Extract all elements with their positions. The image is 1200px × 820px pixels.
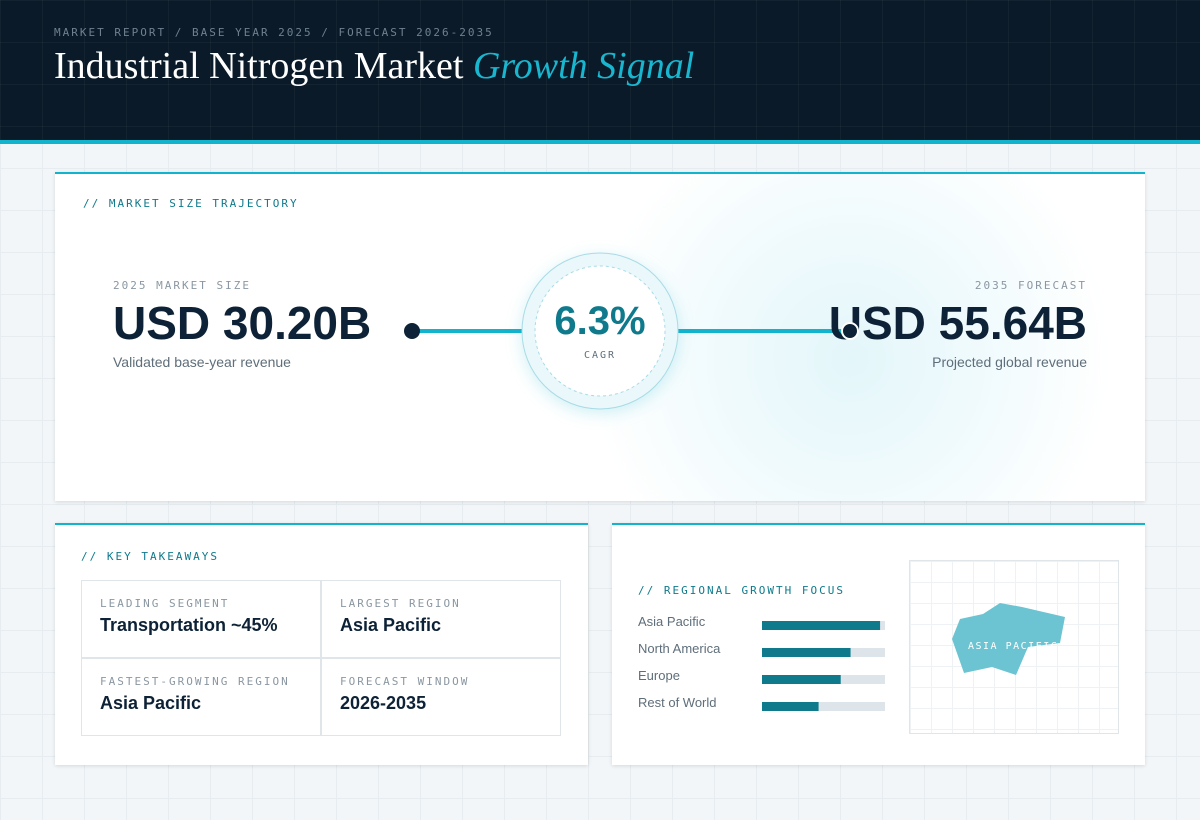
bar [762, 702, 819, 711]
region-label: North America [638, 641, 721, 656]
section-label: // REGIONAL GROWTH FOCUS [638, 584, 845, 597]
header: MARKET REPORT / BASE YEAR 2025 / FORECAS… [0, 0, 1200, 144]
region-label: Europe [638, 668, 680, 683]
eyebrow: MARKET REPORT / BASE YEAR 2025 / FORECAS… [54, 26, 494, 39]
takeaway-label: LARGEST REGION [340, 597, 461, 610]
asia-shape [952, 603, 1065, 675]
takeaway-value: Asia Pacific [100, 693, 202, 713]
map-label: ASIA PACIFIC [968, 641, 1059, 652]
takeaway-label: LEADING SEGMENT [100, 597, 230, 610]
takeaway-cell: FORECAST WINDOW 2026-2035 [321, 658, 561, 736]
bar [762, 621, 881, 630]
connector [404, 252, 850, 410]
takeaway-grid: LEADING SEGMENT Transportation ~45% LARGES… [81, 580, 562, 737]
region-map [909, 560, 1119, 734]
start-value: USD 30.20B [113, 297, 372, 349]
title-accent: Growth Signal [472, 45, 695, 87]
bar [762, 675, 841, 684]
takeaway-label: FASTEST-GROWING REGION [100, 675, 290, 688]
cagr-label: CAGR [583, 350, 617, 361]
takeaway-cell: LEADING SEGMENT Transportation ~45% [81, 580, 321, 658]
section-label: // MARKET SIZE TRAJECTORY [83, 197, 299, 210]
takeaway-value: 2026-2035 [340, 693, 427, 713]
region-label: Rest of World [638, 695, 717, 710]
start-dot [404, 323, 420, 339]
start-note: Validated base-year revenue [113, 354, 291, 370]
regional-card: // REGIONAL GROWTH FOCUS Asia Pacific Nor… [612, 523, 1145, 765]
cagr-value: 6.3% [554, 299, 646, 343]
title-main: Industrial Nitrogen Market [54, 45, 464, 87]
takeaway-cell: LARGEST REGION Asia Pacific [321, 580, 561, 658]
trajectory-card: // MARKET SIZE TRAJECTORY 2025 MARKET SI… [55, 172, 1145, 501]
takeaway-value: Transportation ~45% [100, 615, 278, 635]
region-bars: Asia Pacific North America Europe Rest of W… [638, 614, 885, 711]
bar [762, 648, 851, 657]
cagr-inner [534, 265, 666, 397]
title: Industrial Nitrogen Market Growth Signal [54, 44, 694, 88]
takeaway-cell: FASTEST-GROWING REGION Asia Pacific [81, 658, 321, 736]
end-value: USD 55.64B [828, 297, 1087, 349]
end-note: Projected global revenue [932, 354, 1087, 370]
bar-track [762, 702, 885, 711]
end-dot [841, 322, 859, 340]
start-label: 2025 MARKET SIZE [113, 279, 251, 292]
region-label: Asia Pacific [638, 614, 706, 629]
section-label: // KEY TAKEAWAYS [81, 550, 219, 563]
takeaways-card: // KEY TAKEAWAYS LEADING SEGMENT Transpor… [55, 523, 588, 765]
takeaway-label: FORECAST WINDOW [340, 675, 470, 688]
takeaway-value: Asia Pacific [340, 615, 442, 635]
end-label: 2035 FORECAST [974, 279, 1087, 292]
